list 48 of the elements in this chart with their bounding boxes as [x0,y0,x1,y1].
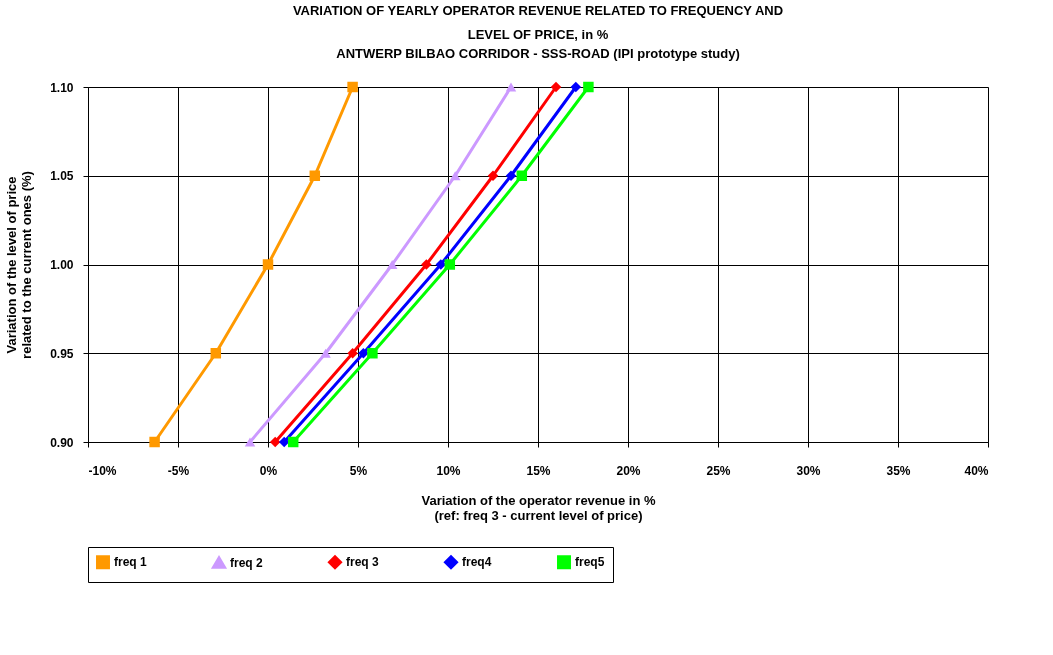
x-tick-label: 5% [349,463,368,478]
x-tick-label: -5% [167,463,190,478]
x-tick-label: 15% [526,463,551,478]
y-tick-label: 0.95 [50,346,74,361]
point [244,437,256,447]
x-tick-label: 25% [706,463,731,478]
point [269,436,281,448]
point [505,82,517,92]
x-tick-label: 10% [436,463,461,478]
chart-title: VARIATION OF YEARLY OPERATOR REVENUE RELATED TO FREQUENCY AND LEVEL OF PRICE, in % [292,3,784,42]
point [149,436,160,448]
y-tick-label: 1.10 [50,80,74,95]
point [358,348,369,359]
chart-subtitle: ANTWERP BILBAO CORRIDOR - SSS-ROAD (IPI prototype study) [336,46,740,61]
y-tick-label: 1.05 [50,169,74,184]
point [210,348,222,359]
point [347,81,358,93]
legend-label: freq5 [575,555,605,570]
y-tick-label: 1.00 [50,258,74,272]
point [367,348,378,359]
y-axis-title: Variation of the level of price related to the current ones (%) [4,171,35,359]
point [449,171,461,181]
point [262,259,274,270]
point [550,81,562,93]
point [570,81,582,93]
x-tick-label: 35% [886,463,911,478]
x-tick-label: 30% [796,463,821,478]
point [444,259,456,270]
legend-label: freq4 [462,555,492,570]
x-tick-label: 20% [616,463,641,478]
x-tick-label: -10% [88,463,117,478]
point [487,170,499,181]
point [583,81,594,93]
point [505,170,517,181]
y-tick-label: 0.90 [50,435,74,450]
point [287,436,299,448]
x-axis-title: Variation of the operator revenue in % (ref: freq 3 - current level of price) [421,492,656,523]
x-tick-label: 0% [259,463,278,478]
point [347,348,358,359]
point [386,259,398,270]
legend-label: freq 2 [230,555,263,570]
legend-label: freq 1 [114,555,147,570]
point [320,348,331,358]
point [421,259,432,270]
x-tick-label: 40% [964,463,989,478]
point [516,170,528,181]
point [309,170,321,181]
legend-label: freq 3 [346,555,379,570]
